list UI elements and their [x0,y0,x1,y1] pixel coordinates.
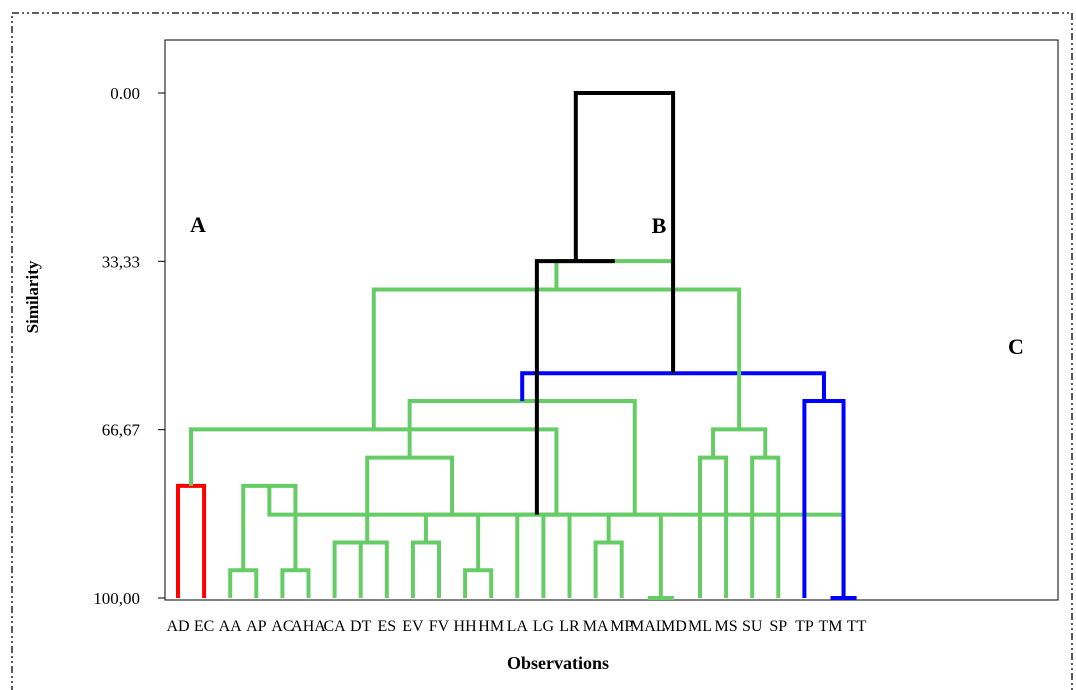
leaf-label: AD [166,618,189,635]
leaf-label: ES [377,618,396,635]
dendrogram-link [191,429,556,514]
leaf-label: EV [402,618,424,635]
x-axis-label: Observations [507,653,609,673]
dendrogram-link [596,542,622,598]
cluster-label-a: A [190,212,206,237]
cluster-labels: A B C [190,212,1024,359]
y-axis-ticks: 0.00 33,33 66,67 100,00 [93,84,165,608]
leaf-label: EC [194,618,214,635]
leaf-label: HH [454,618,478,635]
y-tick-label: 66,67 [102,421,141,440]
cluster-label-c: C [1008,334,1024,359]
leaf-label: ML [688,618,712,635]
leaf-label: LR [559,618,580,635]
leaf-label: MA [583,618,609,635]
leaf-label: LA [507,618,529,635]
leaf-label: AA [219,618,243,635]
dendrogram-link [374,289,739,429]
leaf-label: MS [715,618,738,635]
leaf-label: SU [742,618,763,635]
leaf-label: SP [769,618,787,635]
dendrogram-link [282,570,308,598]
dendrogram-tree [178,93,857,598]
dendrogram-link [178,486,204,598]
dendrogram-link [465,570,491,598]
y-axis-label: Similarity [23,260,42,333]
dendrogram-link [556,261,673,373]
leaf-label: HM [478,618,504,635]
y-tick-label: 100,00 [93,589,140,608]
dendrogram-link [348,542,387,598]
dendrogram-link [537,261,615,515]
dendrogram-link [367,458,452,543]
leaf-label: CA [323,618,346,635]
dendrogram-link [335,542,361,598]
leaf-label: MD [661,618,687,635]
cluster-label-b: B [652,213,667,238]
leaf-label: TT [847,618,867,635]
dendrogram-link [522,373,824,401]
y-tick-label: 33,33 [102,252,140,271]
dendrogram-link [609,515,661,598]
y-tick-label: 0.00 [110,84,140,103]
leaf-label: DT [350,618,372,635]
dendrogram-link [713,429,765,457]
leaf-label: TP [795,618,814,635]
dendrogram-link [230,570,256,598]
leaf-label: FV [429,618,450,635]
dendrogram-link [752,458,778,598]
dendrogram-link [804,401,843,598]
dendrogram-link [517,515,556,598]
leaf-label: AHA [291,618,326,635]
dendrogram-link [543,515,569,598]
dendrogram-link [413,542,439,598]
leaf-label: AP [246,618,267,635]
leaf-label: TM [819,618,843,635]
leaf-label: LG [533,618,555,635]
dendrogram-link [700,458,726,598]
